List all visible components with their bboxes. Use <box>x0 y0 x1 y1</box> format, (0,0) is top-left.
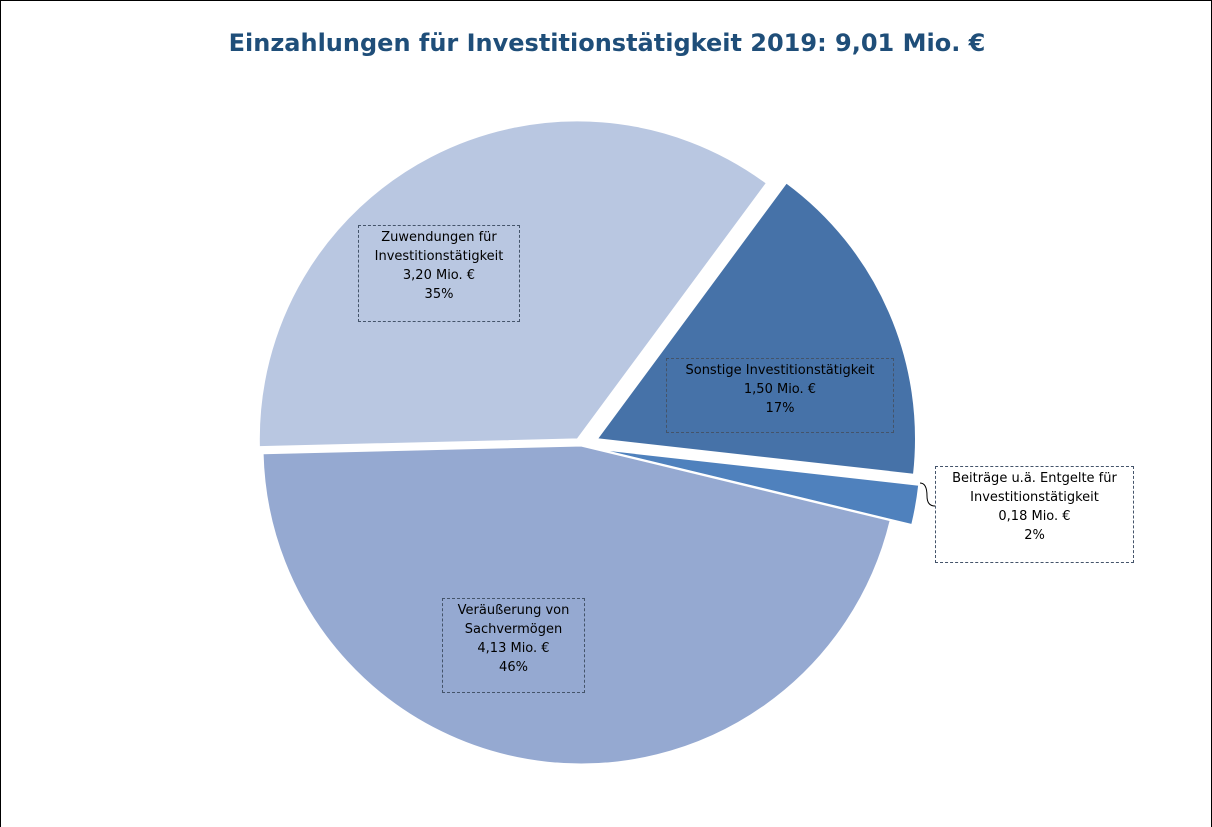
label-value: 4,13 Mio. € <box>477 641 550 656</box>
label-value: 0,18 Mio. € <box>998 509 1071 524</box>
label-percent: 17% <box>765 401 795 416</box>
leader-line <box>919 482 936 507</box>
label-value: 1,50 Mio. € <box>743 382 817 397</box>
data-label: Veräußerung von Sachvermögen 4,13 Mio. € 4… <box>442 598 585 693</box>
label-name: Zuwendungen für Investitionstätigkeit <box>374 230 504 264</box>
label-percent: 46% <box>499 660 528 675</box>
data-label: Zuwendungen für Investitionstätigkeit 3,2… <box>358 225 520 322</box>
label-name: Beiträge u.ä. Entgelte für Investitionst… <box>952 471 1117 505</box>
pie-slice <box>258 120 767 448</box>
pie-slice <box>602 449 920 526</box>
label-name: Veräußerung von Sachvermögen <box>457 603 570 637</box>
data-label: Beiträge u.ä. Entgelte für Investitionst… <box>935 466 1134 563</box>
chart-title: Einzahlungen für Investitionstätigkeit 2… <box>228 29 986 57</box>
label-percent: 2% <box>1024 528 1045 543</box>
pie-slice <box>596 182 916 475</box>
label-name: Sonstige Investitionstätigkeit <box>685 363 875 378</box>
data-label: Sonstige Investitionstätigkeit 1,50 Mio. … <box>666 358 894 433</box>
label-percent: 35% <box>424 287 454 302</box>
label-value: 3,20 Mio. € <box>402 268 476 283</box>
pie-slice <box>262 445 891 765</box>
